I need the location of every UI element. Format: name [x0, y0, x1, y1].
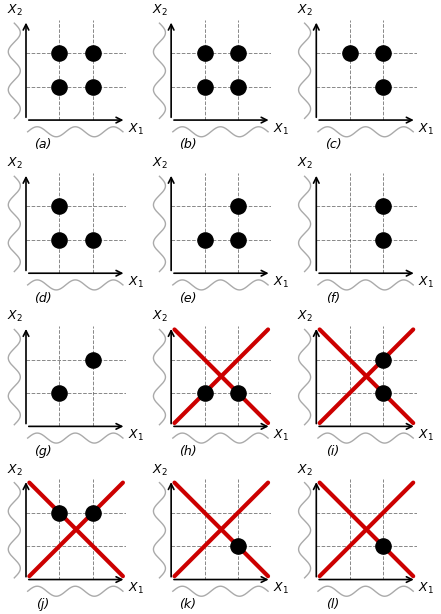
Text: $X_2$: $X_2$ — [297, 3, 313, 18]
Text: (d): (d) — [34, 292, 52, 305]
Point — [346, 49, 353, 58]
Text: (j): (j) — [36, 598, 49, 611]
Point — [235, 388, 242, 398]
Point — [235, 49, 242, 58]
Text: (a): (a) — [34, 138, 52, 152]
Text: $X_1$: $X_1$ — [418, 581, 434, 596]
Point — [380, 355, 387, 365]
Point — [56, 508, 63, 518]
Text: $X_1$: $X_1$ — [418, 275, 434, 290]
Point — [235, 235, 242, 245]
Point — [380, 388, 387, 398]
Text: (k): (k) — [179, 598, 196, 611]
Text: $X_2$: $X_2$ — [152, 3, 168, 18]
Text: (g): (g) — [34, 445, 52, 458]
Text: $X_2$: $X_2$ — [152, 309, 168, 324]
Text: $X_1$: $X_1$ — [128, 275, 144, 290]
Text: $X_1$: $X_1$ — [273, 275, 289, 290]
Point — [380, 541, 387, 551]
Point — [90, 508, 97, 518]
Point — [380, 82, 387, 91]
Text: $X_2$: $X_2$ — [7, 462, 22, 478]
Point — [56, 82, 63, 91]
Point — [56, 201, 63, 211]
Text: $X_2$: $X_2$ — [297, 309, 313, 324]
Text: (l): (l) — [326, 598, 340, 611]
Point — [235, 201, 242, 211]
Text: $X_1$: $X_1$ — [128, 581, 144, 596]
Point — [235, 541, 242, 551]
Text: (f): (f) — [326, 292, 340, 305]
Text: (i): (i) — [326, 445, 340, 458]
Text: $X_1$: $X_1$ — [273, 581, 289, 596]
Point — [201, 82, 208, 91]
Point — [201, 49, 208, 58]
Text: $X_2$: $X_2$ — [7, 309, 22, 324]
Text: (b): (b) — [179, 138, 197, 152]
Text: $X_1$: $X_1$ — [418, 428, 434, 443]
Point — [56, 49, 63, 58]
Text: $X_1$: $X_1$ — [128, 122, 144, 137]
Point — [380, 235, 387, 245]
Point — [90, 235, 97, 245]
Point — [90, 355, 97, 365]
Text: (c): (c) — [325, 138, 341, 152]
Text: $X_1$: $X_1$ — [273, 428, 289, 443]
Text: $X_2$: $X_2$ — [7, 156, 22, 171]
Point — [201, 235, 208, 245]
Text: (h): (h) — [179, 445, 197, 458]
Point — [380, 201, 387, 211]
Text: $X_2$: $X_2$ — [152, 462, 168, 478]
Point — [380, 49, 387, 58]
Point — [235, 82, 242, 91]
Text: $X_2$: $X_2$ — [297, 462, 313, 478]
Text: $X_2$: $X_2$ — [7, 3, 22, 18]
Point — [56, 235, 63, 245]
Text: $X_1$: $X_1$ — [418, 122, 434, 137]
Text: $X_1$: $X_1$ — [128, 428, 144, 443]
Text: $X_2$: $X_2$ — [297, 156, 313, 171]
Text: $X_2$: $X_2$ — [152, 156, 168, 171]
Point — [90, 82, 97, 91]
Text: (e): (e) — [179, 292, 197, 305]
Point — [56, 388, 63, 398]
Point — [90, 49, 97, 58]
Point — [201, 388, 208, 398]
Text: $X_1$: $X_1$ — [273, 122, 289, 137]
